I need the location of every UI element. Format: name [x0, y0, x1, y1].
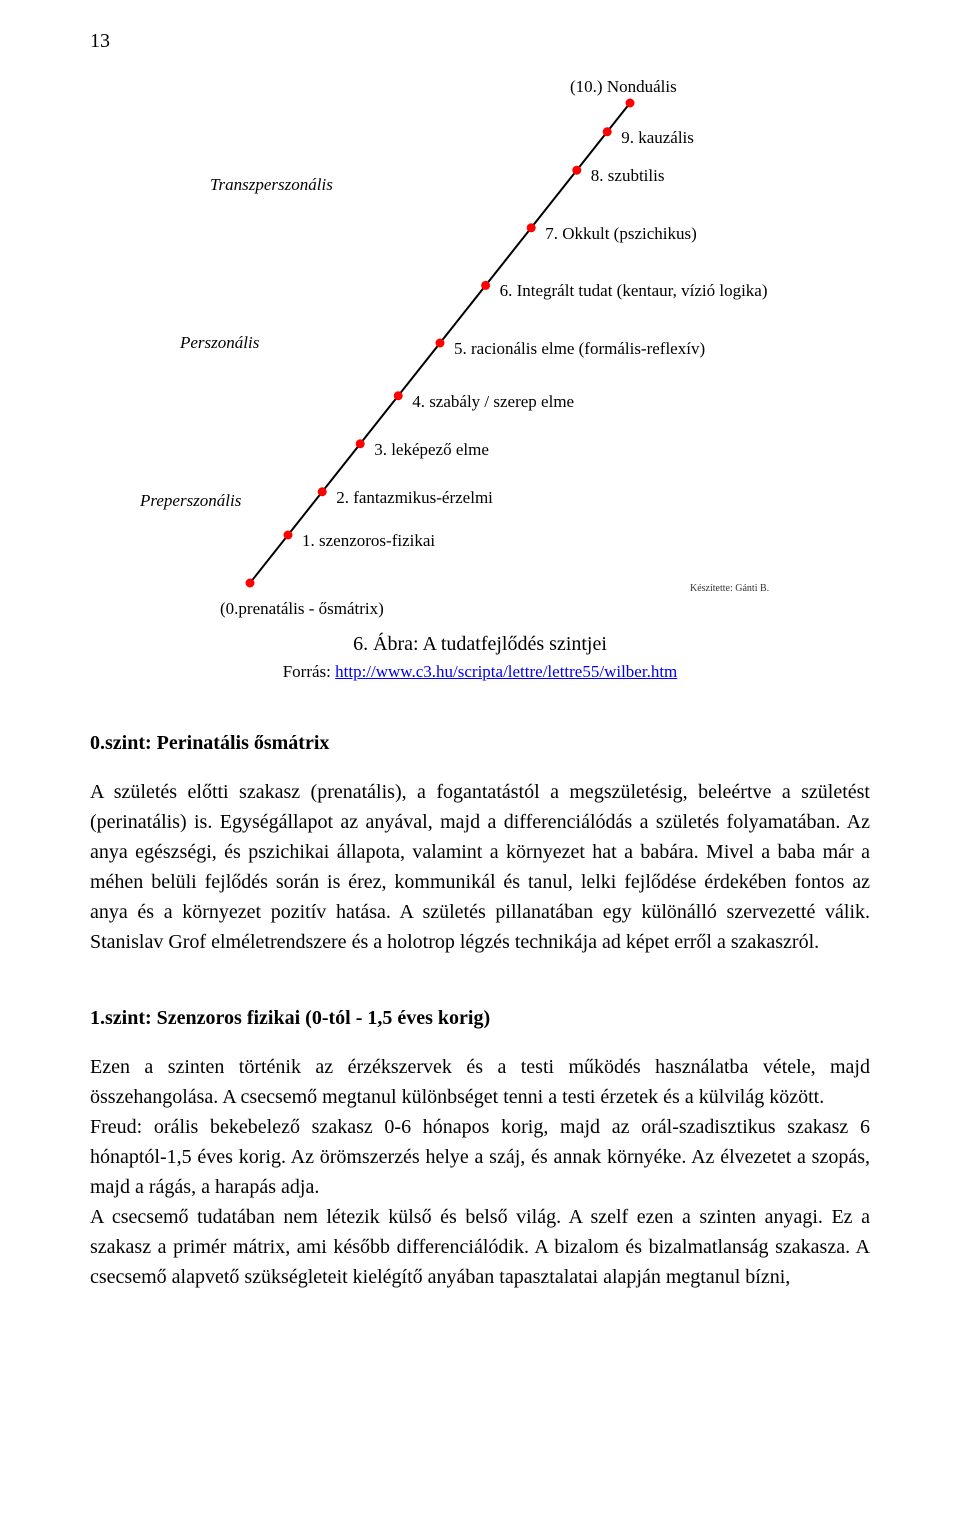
level-label-0: (0.prenatális - ősmátrix)	[220, 599, 384, 619]
group-label-2: Transzperszonális	[210, 175, 333, 195]
level-label-6: 6. Integrált tudat (kentaur, vízió logik…	[500, 281, 768, 301]
level-label-2: 2. fantazmikus-érzelmi	[336, 488, 493, 508]
level-label-9: 9. kauzális	[621, 128, 694, 148]
document-page: 13 (0.prenatális - ősmátrix) 1. szenzoros…	[0, 0, 960, 1332]
figure-caption: 6. Ábra: A tudatfejlődés szintjei	[90, 633, 870, 656]
consciousness-levels-diagram: (0.prenatális - ősmátrix) 1. szenzoros-fi…	[130, 63, 830, 623]
section-1-body: Ezen a szinten történik az érzékszervek …	[90, 1052, 870, 1292]
level-marker-0	[246, 579, 255, 588]
section-0-para: A születés előtti szakasz (prenatális), …	[90, 777, 870, 957]
level-marker-6	[481, 281, 490, 290]
level-marker-10	[626, 99, 635, 108]
level-marker-7	[527, 223, 536, 232]
diagram-credit: Készítette: Gánti B.	[690, 583, 769, 594]
source-link[interactable]: http://www.c3.hu/scripta/lettre/lettre55…	[335, 662, 677, 681]
figure-source: Forrás: http://www.c3.hu/scripta/lettre/…	[90, 662, 870, 682]
section-1-para3: A csecsemő tudatában nem létezik külső é…	[90, 1202, 870, 1292]
level-marker-2	[318, 487, 327, 496]
level-marker-9	[603, 127, 612, 136]
level-marker-3	[356, 439, 365, 448]
source-label: Forrás:	[283, 662, 335, 681]
level-label-10: (10.) Nonduális	[570, 77, 677, 97]
level-label-5: 5. racionális elme (formális-reflexív)	[454, 339, 705, 359]
page-number: 13	[90, 30, 870, 53]
section-0-heading: 0.szint: Perinatális ősmátrix	[90, 732, 870, 755]
level-label-1: 1. szenzoros-fizikai	[302, 531, 435, 551]
section-1-para1: Ezen a szinten történik az érzékszervek …	[90, 1052, 870, 1112]
section-1-para2: Freud: orális bekebelező szakasz 0-6 hón…	[90, 1112, 870, 1202]
section-1-heading: 1.szint: Szenzoros fizikai (0-tól - 1,5 …	[90, 1007, 870, 1030]
section-0-body: A születés előtti szakasz (prenatális), …	[90, 777, 870, 957]
level-marker-5	[436, 339, 445, 348]
level-label-7: 7. Okkult (pszichikus)	[545, 224, 697, 244]
level-label-4: 4. szabály / szerep elme	[412, 392, 574, 412]
level-marker-1	[284, 531, 293, 540]
level-label-3: 3. leképező elme	[374, 440, 489, 460]
level-marker-4	[394, 391, 403, 400]
level-label-8: 8. szubtilis	[591, 166, 665, 186]
group-label-1: Perszonális	[180, 333, 259, 353]
level-marker-8	[572, 166, 581, 175]
group-label-0: Preperszonális	[140, 491, 241, 511]
